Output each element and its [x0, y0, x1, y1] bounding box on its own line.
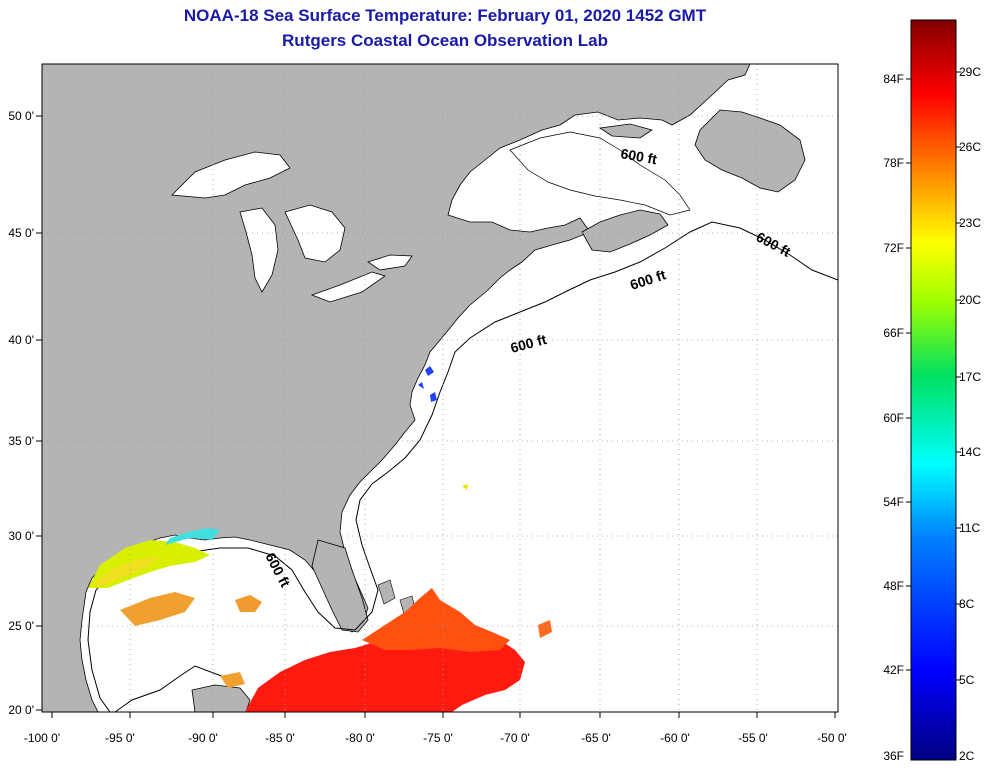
st-lawrence-water: [509, 131, 691, 216]
sst-gulf-orange-1: [120, 592, 195, 626]
map-frame: [41, 63, 839, 713]
y-tick-label: 50 0': [8, 109, 34, 123]
colorbar-c-label: 8C: [959, 597, 975, 611]
colorbar-f-label: 48F: [883, 579, 904, 593]
colorbar-f-label: 54F: [883, 495, 904, 509]
lake-michigan: [239, 207, 279, 293]
colorbar-c-label: 11C: [959, 521, 980, 535]
colorbar: [910, 19, 957, 761]
y-tick-label: 35 0': [8, 434, 34, 448]
colorbar-c-label: 2C: [959, 749, 975, 763]
sst-gulf-orange-2: [235, 595, 262, 612]
sst-atlantic-blue-dots: [418, 366, 437, 402]
colorbar-c-label: 23C: [959, 216, 981, 230]
colorbar-c-label: 20C: [959, 293, 981, 307]
x-tick-label: -70 0': [500, 731, 530, 745]
y-tick-label: 30 0': [8, 529, 34, 543]
sst-atlantic-yellow-dot: [462, 484, 468, 490]
colorbar-ticks: [906, 71, 961, 681]
lake-erie: [310, 271, 386, 303]
colorbar-f-label: 60F: [883, 411, 904, 425]
y-tick-label: 20 0': [8, 703, 34, 717]
x-tick-label: -75 0': [423, 731, 453, 745]
x-tick-label: -90 0': [188, 731, 218, 745]
colorbar-f-label: 42F: [883, 663, 904, 677]
sst-gulf-coast-cyan: [165, 528, 220, 545]
colorbar-f-label: 66F: [883, 326, 904, 340]
x-tick-label: -100 0': [24, 731, 60, 745]
colorbar-f-label: 78F: [883, 156, 904, 170]
colorbar-f-label: 36F: [883, 749, 904, 763]
x-tick-label: -60 0': [660, 731, 690, 745]
sst-gulf-coast-yellow: [92, 556, 160, 586]
lake-ontario: [367, 254, 413, 271]
newfoundland-land: [694, 109, 806, 193]
colorbar-c-label: 26C: [959, 140, 981, 154]
colorbar-c-label: 5C: [959, 673, 975, 687]
lake-superior: [171, 151, 291, 199]
y-tick-label: 25 0': [8, 619, 34, 633]
north-america-land: [42, 64, 751, 712]
island-land: [598, 123, 653, 139]
colorbar-c-label: 14C: [959, 445, 981, 459]
nova-scotia-land: [581, 209, 669, 253]
colorbar-c-label: 29C: [959, 65, 981, 79]
sst-atlantic-orange: [538, 620, 552, 638]
colorbar-c-label: 17C: [959, 370, 981, 384]
y-tick-label: 45 0': [8, 226, 34, 240]
florida-land: [311, 539, 369, 633]
colorbar-f-label: 84F: [883, 72, 904, 86]
y-tick-label: 40 0': [8, 333, 34, 347]
x-tick-label: -65 0': [581, 731, 611, 745]
x-tick-label: -50 0': [817, 731, 847, 745]
grid-lines: [42, 64, 838, 712]
sst-caribbean-redorange: [362, 588, 510, 652]
sst-gulf-orange-3: [220, 672, 245, 688]
yucatan-land: [191, 684, 251, 712]
lake-huron: [284, 204, 346, 263]
x-tick-label: -95 0': [105, 731, 135, 745]
x-tick-label: -55 0': [738, 731, 768, 745]
x-tick-label: -80 0': [345, 731, 375, 745]
contour-label: 600 ft: [619, 145, 658, 167]
colorbar-f-label: 72F: [883, 241, 904, 255]
map-title: NOAA-18 Sea Surface Temperature: Februar…: [183, 6, 707, 25]
map-subtitle: Rutgers Coastal Ocean Observation Lab: [282, 31, 608, 50]
contour-600ft-gulf: [114, 665, 233, 712]
x-tick-label: -85 0': [265, 731, 295, 745]
axis-ticks: [36, 115, 836, 718]
